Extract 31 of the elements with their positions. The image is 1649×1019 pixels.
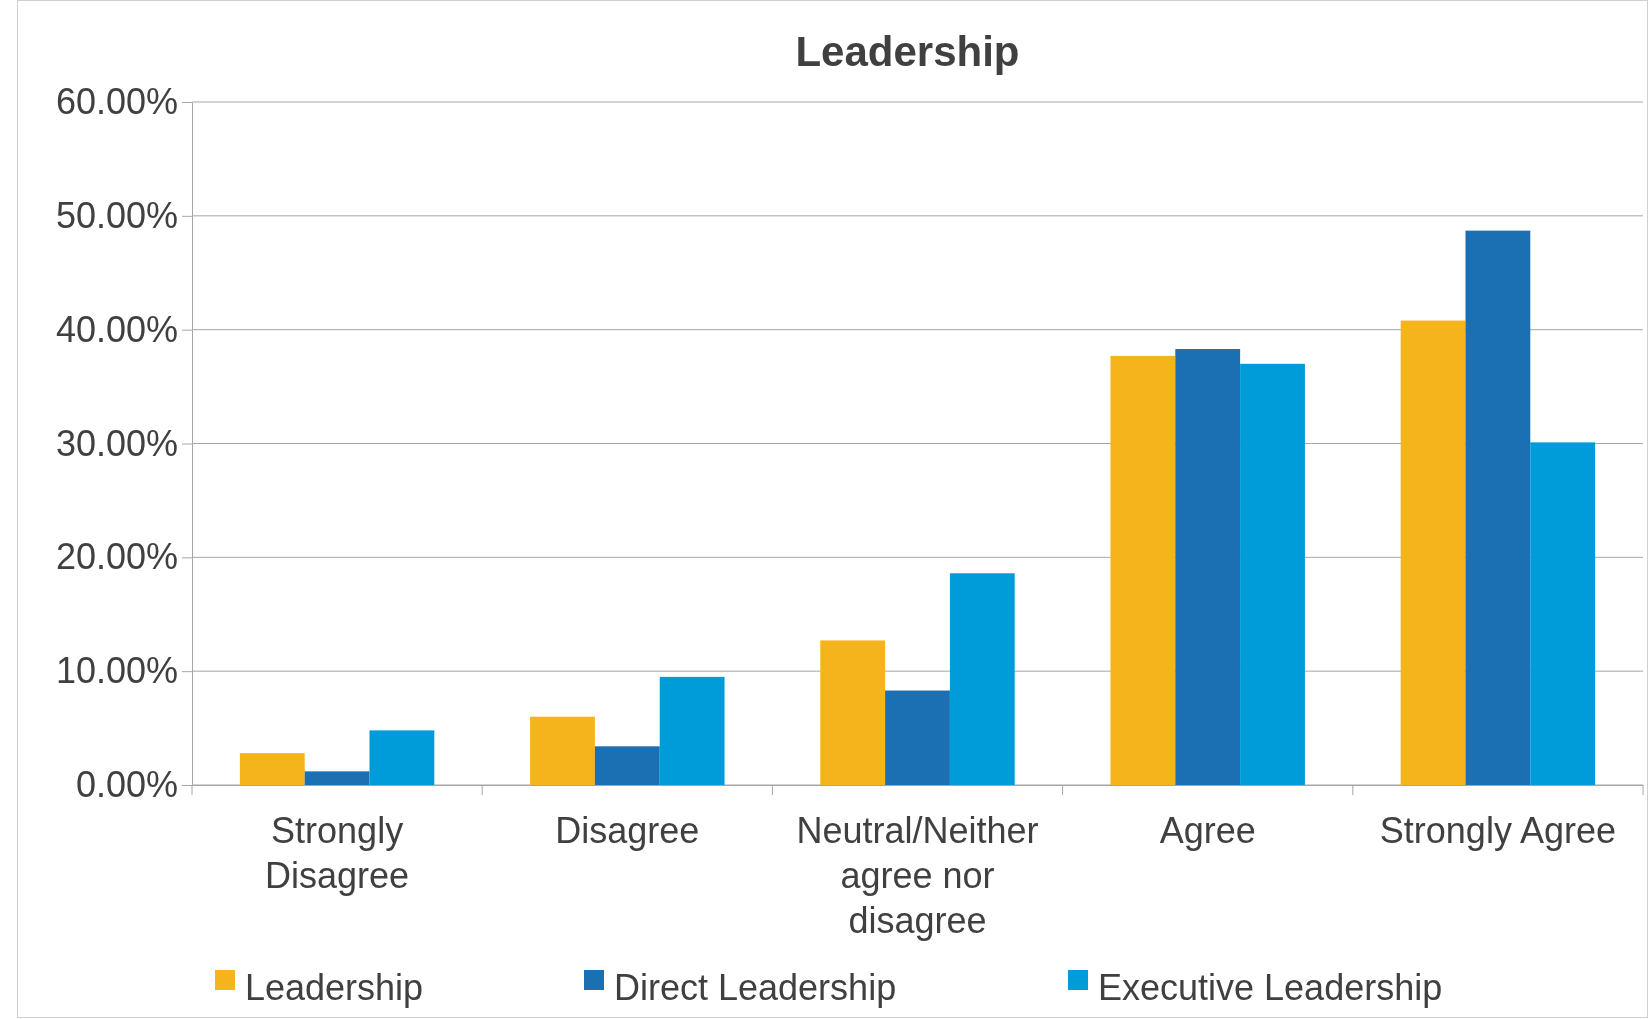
y-tick-label: 0.00% xyxy=(75,764,178,806)
y-tick-label: 10.00% xyxy=(55,650,178,692)
bar xyxy=(594,746,660,785)
y-tick-label: 40.00% xyxy=(55,308,178,350)
y-tick-label: 20.00% xyxy=(55,536,178,578)
y-tick-label: 50.00% xyxy=(55,194,178,236)
bar xyxy=(949,573,1015,785)
x-tick-label: Neutral/Neither agree nor disagree xyxy=(796,809,1039,941)
x-tick-label: Disagree xyxy=(555,809,700,851)
bar xyxy=(1110,355,1176,785)
bar xyxy=(1465,230,1531,785)
legend-label: Direct Leadership xyxy=(614,967,897,1008)
bar xyxy=(304,771,370,785)
x-tick-label: Agree xyxy=(1159,809,1256,851)
bar xyxy=(369,730,435,785)
legend-label: Executive Leadership xyxy=(1098,967,1443,1008)
bar xyxy=(1400,320,1466,785)
y-tick-label: 60.00% xyxy=(55,81,178,123)
chart-title: Leadership xyxy=(795,28,1020,75)
bar xyxy=(820,640,886,785)
legend-label: Leadership xyxy=(245,967,424,1008)
bar xyxy=(1175,349,1241,785)
x-tick-label: Strongly Agree xyxy=(1379,809,1616,851)
bar xyxy=(530,716,595,785)
y-tick-label: 30.00% xyxy=(55,422,178,464)
bar xyxy=(239,753,305,785)
bar xyxy=(1530,442,1596,785)
bar xyxy=(1240,363,1305,785)
x-tick-label: Strongly Disagree xyxy=(265,809,410,896)
bar xyxy=(659,676,725,785)
bar xyxy=(885,690,950,785)
